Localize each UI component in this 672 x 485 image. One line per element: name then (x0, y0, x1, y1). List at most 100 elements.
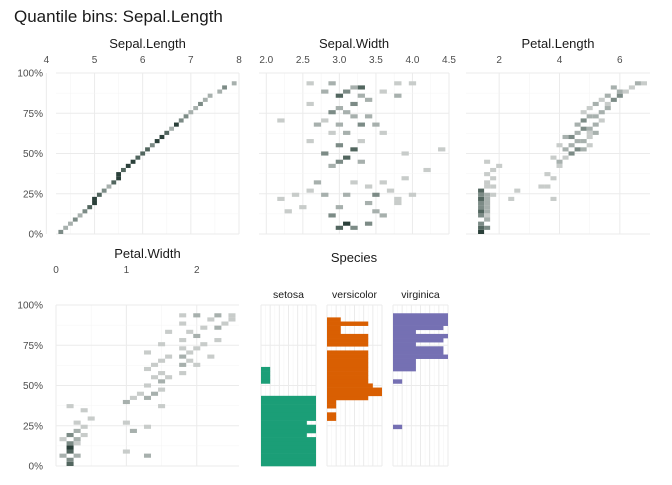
heat-cell (193, 346, 201, 351)
heat-cell (592, 114, 599, 119)
heat-cell (59, 453, 67, 458)
heat-cell (158, 371, 166, 376)
y-tick-label: 75% (23, 109, 43, 120)
heat-cell (80, 408, 88, 413)
heat-cell (188, 110, 194, 115)
heat-cell (68, 221, 73, 226)
heat-cell (306, 101, 314, 107)
heat-cell (586, 126, 593, 131)
heat-cell (335, 143, 344, 148)
bar (327, 329, 341, 335)
heat-cell (145, 147, 150, 152)
heat-cell (200, 342, 208, 347)
heat-cell (538, 184, 545, 189)
heat-cell (568, 151, 575, 156)
heat-cell (379, 213, 387, 218)
heat-cell (556, 163, 563, 168)
heat-cell (202, 97, 208, 102)
heat-cell (484, 180, 491, 185)
heat-cell (207, 317, 215, 322)
panel-species: Species setosa versicolor virginica (260, 250, 449, 467)
x-tick-label: 5 (92, 55, 98, 66)
heat-cell (484, 225, 491, 230)
heat-cell (478, 196, 485, 201)
heat-cell (610, 85, 617, 90)
y-tick-label: 100% (17, 69, 43, 80)
facet-label: setosa (273, 289, 304, 301)
heat-cell (574, 122, 581, 127)
heat-cell (544, 172, 551, 177)
heat-cell (394, 196, 402, 201)
heat-cell (231, 81, 237, 86)
bar (393, 346, 444, 351)
x-tick-label: 4.5 (442, 55, 456, 66)
heat-cell (129, 395, 137, 400)
y-tick-label: 100% (17, 301, 43, 312)
heat-cell (357, 85, 365, 90)
heat-cell (343, 155, 351, 160)
heat-cell (214, 325, 222, 330)
heat-cell (186, 329, 194, 334)
heat-cell (350, 85, 358, 90)
facet-virginica: virginica (392, 289, 449, 467)
heat-cell (277, 118, 285, 123)
bar (261, 420, 307, 426)
heat-cell (328, 213, 336, 218)
x-tick-label: 0 (53, 265, 59, 276)
heat-cell (379, 180, 387, 185)
heat-cell (221, 321, 229, 326)
heat-cell (179, 313, 187, 318)
heat-cell (284, 209, 292, 214)
heat-cell (313, 122, 322, 127)
heat-cell (372, 122, 380, 127)
panel-petal-length: Petal.Length 2 4 6 (466, 36, 650, 235)
heat-cell (478, 221, 485, 226)
heat-cell (335, 122, 344, 127)
heat-cell (87, 416, 95, 421)
heat-cell (66, 445, 74, 450)
heat-cell (598, 118, 605, 123)
heat-cell (178, 118, 184, 123)
heat-cell (306, 188, 314, 193)
heat-cell (586, 130, 593, 135)
heat-cell (158, 342, 166, 347)
y-tick-label: 25% (23, 189, 43, 200)
heat-cell (140, 151, 146, 156)
heat-cell (357, 139, 365, 144)
heat-cell (580, 147, 587, 152)
heat-cell (313, 180, 322, 185)
heat-cell (394, 200, 402, 206)
heat-cell (592, 130, 599, 135)
heat-cell (121, 167, 126, 173)
x-tick-label: 4 (44, 55, 50, 66)
heat-cell (484, 209, 491, 214)
heat-cell (198, 101, 203, 107)
heat-cell (484, 200, 491, 206)
heat-cell (73, 428, 81, 433)
heat-cell (484, 217, 491, 222)
heat-cell (628, 85, 635, 90)
bar (261, 366, 271, 372)
heat-cell (514, 188, 521, 193)
heat-cell (616, 93, 623, 98)
heat-cell (335, 225, 344, 230)
heat-cell (364, 114, 373, 119)
x-tick-label: 3.5 (369, 55, 383, 66)
heat-cell (357, 159, 365, 164)
heat-cell (580, 126, 587, 131)
heat-cell (122, 420, 130, 425)
heat-cell (484, 172, 491, 177)
heat-cell (186, 350, 194, 355)
x-tick-label: 2.0 (259, 55, 273, 66)
heat-cell (66, 457, 74, 462)
heat-cell (80, 424, 88, 429)
bar (261, 371, 271, 376)
heat-cell (158, 387, 166, 392)
x-tick-label: 2.5 (296, 55, 310, 66)
heat-cell (151, 375, 159, 380)
heat-cell (73, 420, 81, 425)
heat-cell (101, 188, 107, 193)
heat-cell (207, 93, 213, 98)
heat-cell (335, 106, 344, 111)
heat-cell (357, 122, 365, 127)
